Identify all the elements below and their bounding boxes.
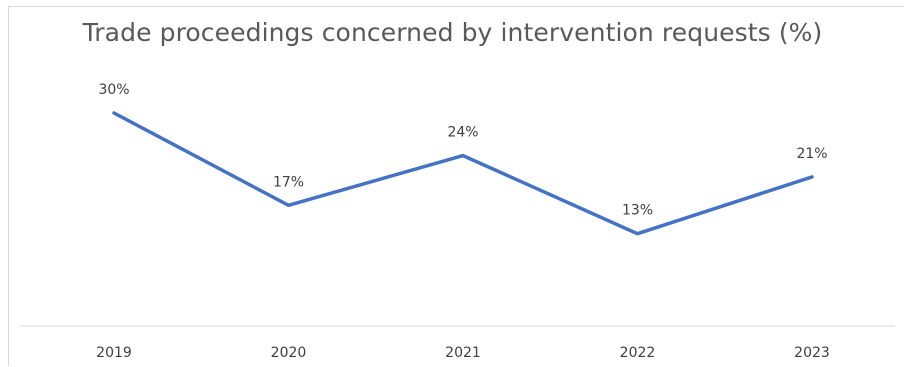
data-label-2023: 21% — [796, 146, 827, 162]
x-tick-label-2021: 2021 — [445, 345, 481, 361]
data-label-2020: 17% — [273, 174, 304, 190]
chart-frame — [8, 6, 904, 366]
series-line — [112, 111, 814, 236]
x-tick-label-2019: 2019 — [96, 345, 132, 361]
data-label-2021: 24% — [447, 125, 478, 141]
data-labels: 30% 17% 24% 13% 21% — [98, 82, 827, 219]
x-tick-label-2023: 2023 — [794, 345, 830, 361]
x-tick-label-2020: 2020 — [271, 345, 307, 361]
x-tick-label-2022: 2022 — [620, 345, 656, 361]
chart-title: Trade proceedings concerned by intervent… — [82, 18, 823, 47]
x-tick-labels: 2019 2020 2021 2022 2023 — [96, 345, 830, 361]
data-label-2019: 30% — [98, 82, 129, 98]
data-label-2022: 13% — [622, 203, 653, 219]
